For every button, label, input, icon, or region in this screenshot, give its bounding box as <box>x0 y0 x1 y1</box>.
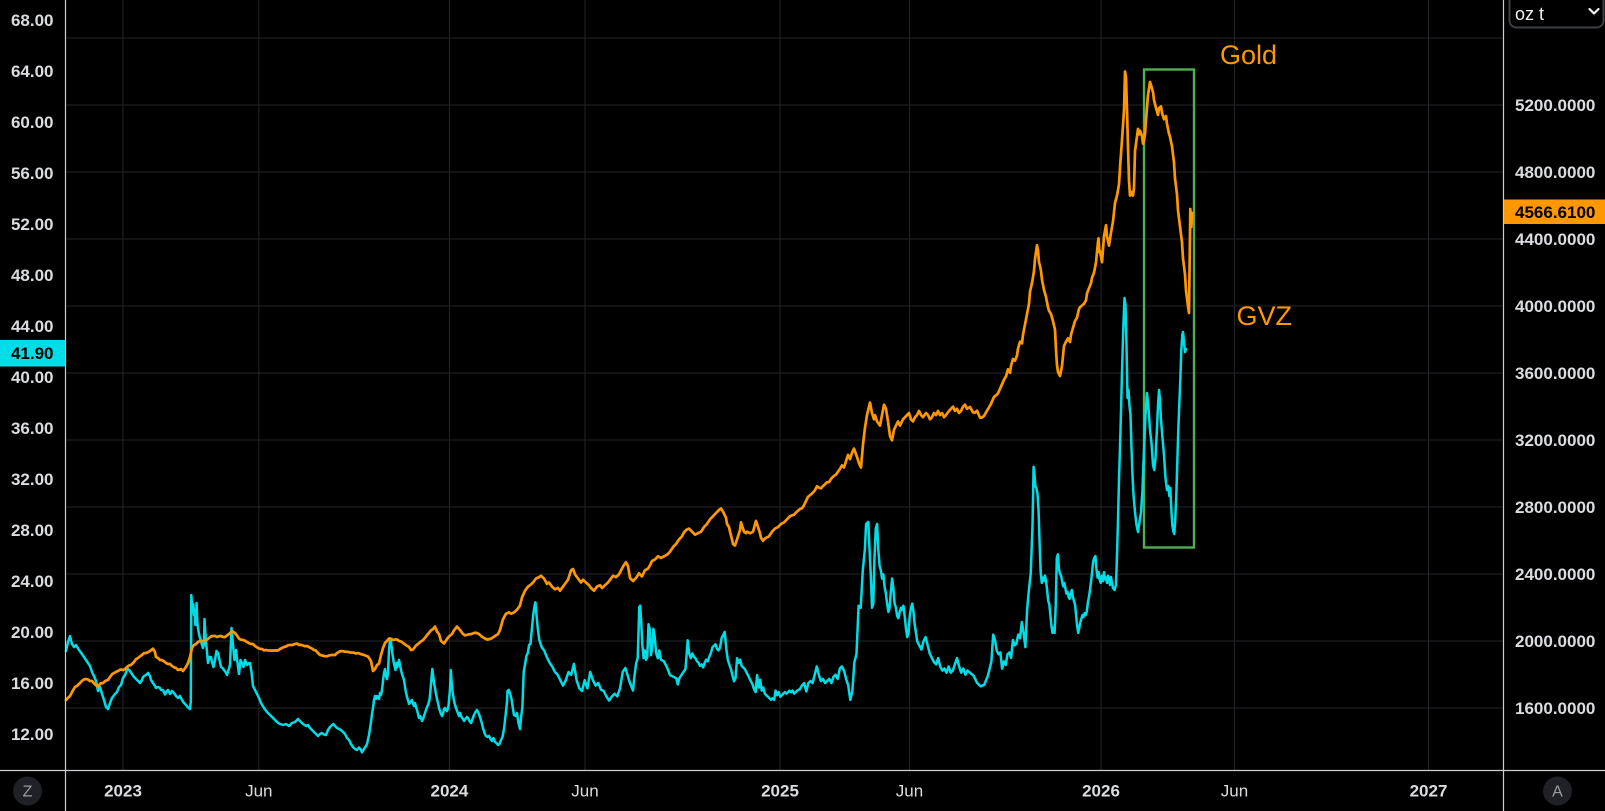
svg-text:60.00: 60.00 <box>11 113 54 132</box>
svg-text:4400.0000: 4400.0000 <box>1515 230 1595 249</box>
svg-text:GVZ: GVZ <box>1237 301 1293 331</box>
svg-text:2026: 2026 <box>1082 782 1120 801</box>
svg-text:2023: 2023 <box>104 782 142 801</box>
svg-text:2025: 2025 <box>761 782 799 801</box>
svg-text:2800.0000: 2800.0000 <box>1515 498 1595 517</box>
svg-text:24.00: 24.00 <box>11 572 54 591</box>
svg-text:28.00: 28.00 <box>11 521 54 540</box>
svg-text:36.00: 36.00 <box>11 419 54 438</box>
svg-text:12.00: 12.00 <box>11 725 54 744</box>
svg-text:2400.0000: 2400.0000 <box>1515 565 1595 584</box>
svg-text:52.00: 52.00 <box>11 215 54 234</box>
svg-text:2024: 2024 <box>430 782 468 801</box>
svg-text:40.00: 40.00 <box>11 368 54 387</box>
svg-text:4566.6100: 4566.6100 <box>1515 203 1595 222</box>
svg-text:Jun: Jun <box>896 782 923 801</box>
svg-text:48.00: 48.00 <box>11 266 54 285</box>
svg-text:5200.0000: 5200.0000 <box>1515 96 1595 115</box>
svg-text:41.90: 41.90 <box>11 344 54 363</box>
svg-text:44.00: 44.00 <box>11 317 54 336</box>
svg-text:32.00: 32.00 <box>11 470 54 489</box>
svg-text:Jun: Jun <box>1221 782 1248 801</box>
svg-text:68.00: 68.00 <box>11 11 54 30</box>
svg-text:16.00: 16.00 <box>11 674 54 693</box>
svg-text:2000.0000: 2000.0000 <box>1515 632 1595 651</box>
svg-text:Z: Z <box>23 784 33 801</box>
svg-text:Jun: Jun <box>245 782 272 801</box>
svg-text:3600.0000: 3600.0000 <box>1515 364 1595 383</box>
svg-text:2027: 2027 <box>1410 782 1448 801</box>
svg-text:1600.0000: 1600.0000 <box>1515 699 1595 718</box>
svg-text:4800.0000: 4800.0000 <box>1515 163 1595 182</box>
svg-text:56.00: 56.00 <box>11 164 54 183</box>
svg-text:4000.0000: 4000.0000 <box>1515 297 1595 316</box>
svg-text:A: A <box>1552 784 1563 801</box>
svg-text:oz t: oz t <box>1515 4 1544 24</box>
svg-text:3200.0000: 3200.0000 <box>1515 431 1595 450</box>
svg-text:20.00: 20.00 <box>11 623 54 642</box>
svg-text:64.00: 64.00 <box>11 62 54 81</box>
svg-text:Jun: Jun <box>571 782 598 801</box>
svg-text:Gold: Gold <box>1220 40 1277 70</box>
